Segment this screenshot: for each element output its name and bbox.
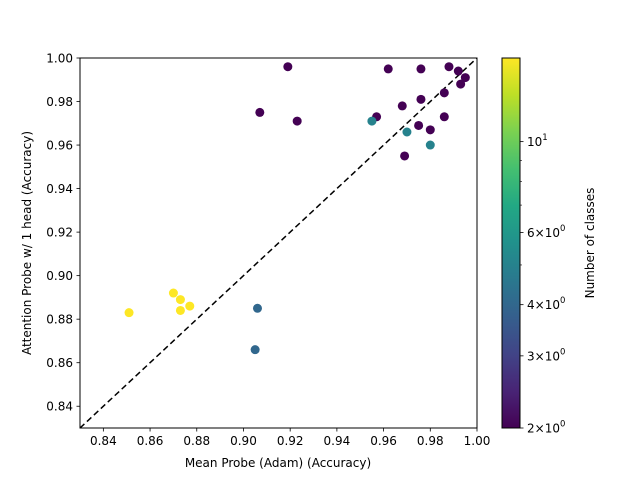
plot-area: 0.84 0.86 0.88 0.90 0.92 0.94 0.96 0.98 1.00 0.8… [46,52,490,449]
scatter-point [383,64,393,74]
scatter-point [255,107,265,117]
colorbar-label: Number of classes [583,188,597,299]
x-tick-label: 1.00 [464,434,491,448]
colorbar-tick-label: 2×100 [527,420,565,436]
y-tick-label: 0.86 [46,356,73,370]
scatter-point [416,94,426,104]
x-tick-label: 0.86 [137,434,164,448]
colorbar-ticks: 2×100 3×100 4×100 6×100 101 [520,133,565,436]
scatter-point [283,62,293,72]
scatter-point [124,308,134,318]
scatter-point [168,288,178,298]
colorbar-tick-label: 6×100 [527,224,565,240]
scatter-point [439,112,449,122]
scatter-point [453,66,463,76]
colorbar-gradient [501,57,521,429]
y-tick-label: 0.94 [46,182,73,196]
y-axis-ticks: 0.84 0.86 0.88 0.90 0.92 0.94 0.96 0.98 1.00 [46,52,80,414]
colorbar: 2×100 3×100 4×100 6×100 101 Number of classe… [501,57,597,436]
scatter-point [456,79,466,89]
x-axis-label: Mean Probe (Adam) (Accuracy) [185,456,371,470]
x-tick-label: 0.96 [370,434,397,448]
scatter-point [425,125,435,135]
scatter-point [252,303,262,313]
y-tick-label: 0.88 [46,313,73,327]
scatter-point [460,73,470,83]
scatter-point [416,64,426,74]
y-axis-label: Attention Probe w/ 1 head (Accuracy) [20,131,34,355]
scatter-point [444,62,454,72]
y-tick-label: 0.98 [46,95,73,109]
y-tick-label: 0.90 [46,269,73,283]
y-tick-label: 0.96 [46,139,73,153]
x-tick-label: 0.94 [324,434,351,448]
y-tick-label: 1.00 [46,52,73,66]
x-tick-label: 0.98 [417,434,444,448]
plot-frame [79,57,478,429]
scatter-point [185,301,195,311]
scatter-point [292,116,302,126]
colorbar-tick-label: 4×100 [527,296,565,312]
y-tick-label: 0.84 [46,400,73,414]
x-tick-label: 0.84 [90,434,117,448]
scatter-point [250,345,260,355]
scatter-point [414,120,424,130]
scatter-point [400,151,410,161]
colorbar-tick-label: 101 [527,133,548,149]
x-tick-label: 0.90 [230,434,257,448]
y-tick-label: 0.92 [46,226,73,240]
scatter-point [425,140,435,150]
scatter-point [439,88,449,98]
x-tick-label: 0.88 [183,434,210,448]
scatter-point [175,305,185,315]
scatter-point [397,101,407,111]
colorbar-tick-label: 3×100 [527,347,565,363]
scatter-point [175,295,185,305]
x-axis-ticks: 0.84 0.86 0.88 0.90 0.92 0.94 0.96 0.98 1.00 [90,428,490,448]
diagonal-reference-line [80,58,477,428]
x-tick-label: 0.92 [277,434,304,448]
scatter-point [367,116,377,126]
scatter-point [402,127,412,137]
